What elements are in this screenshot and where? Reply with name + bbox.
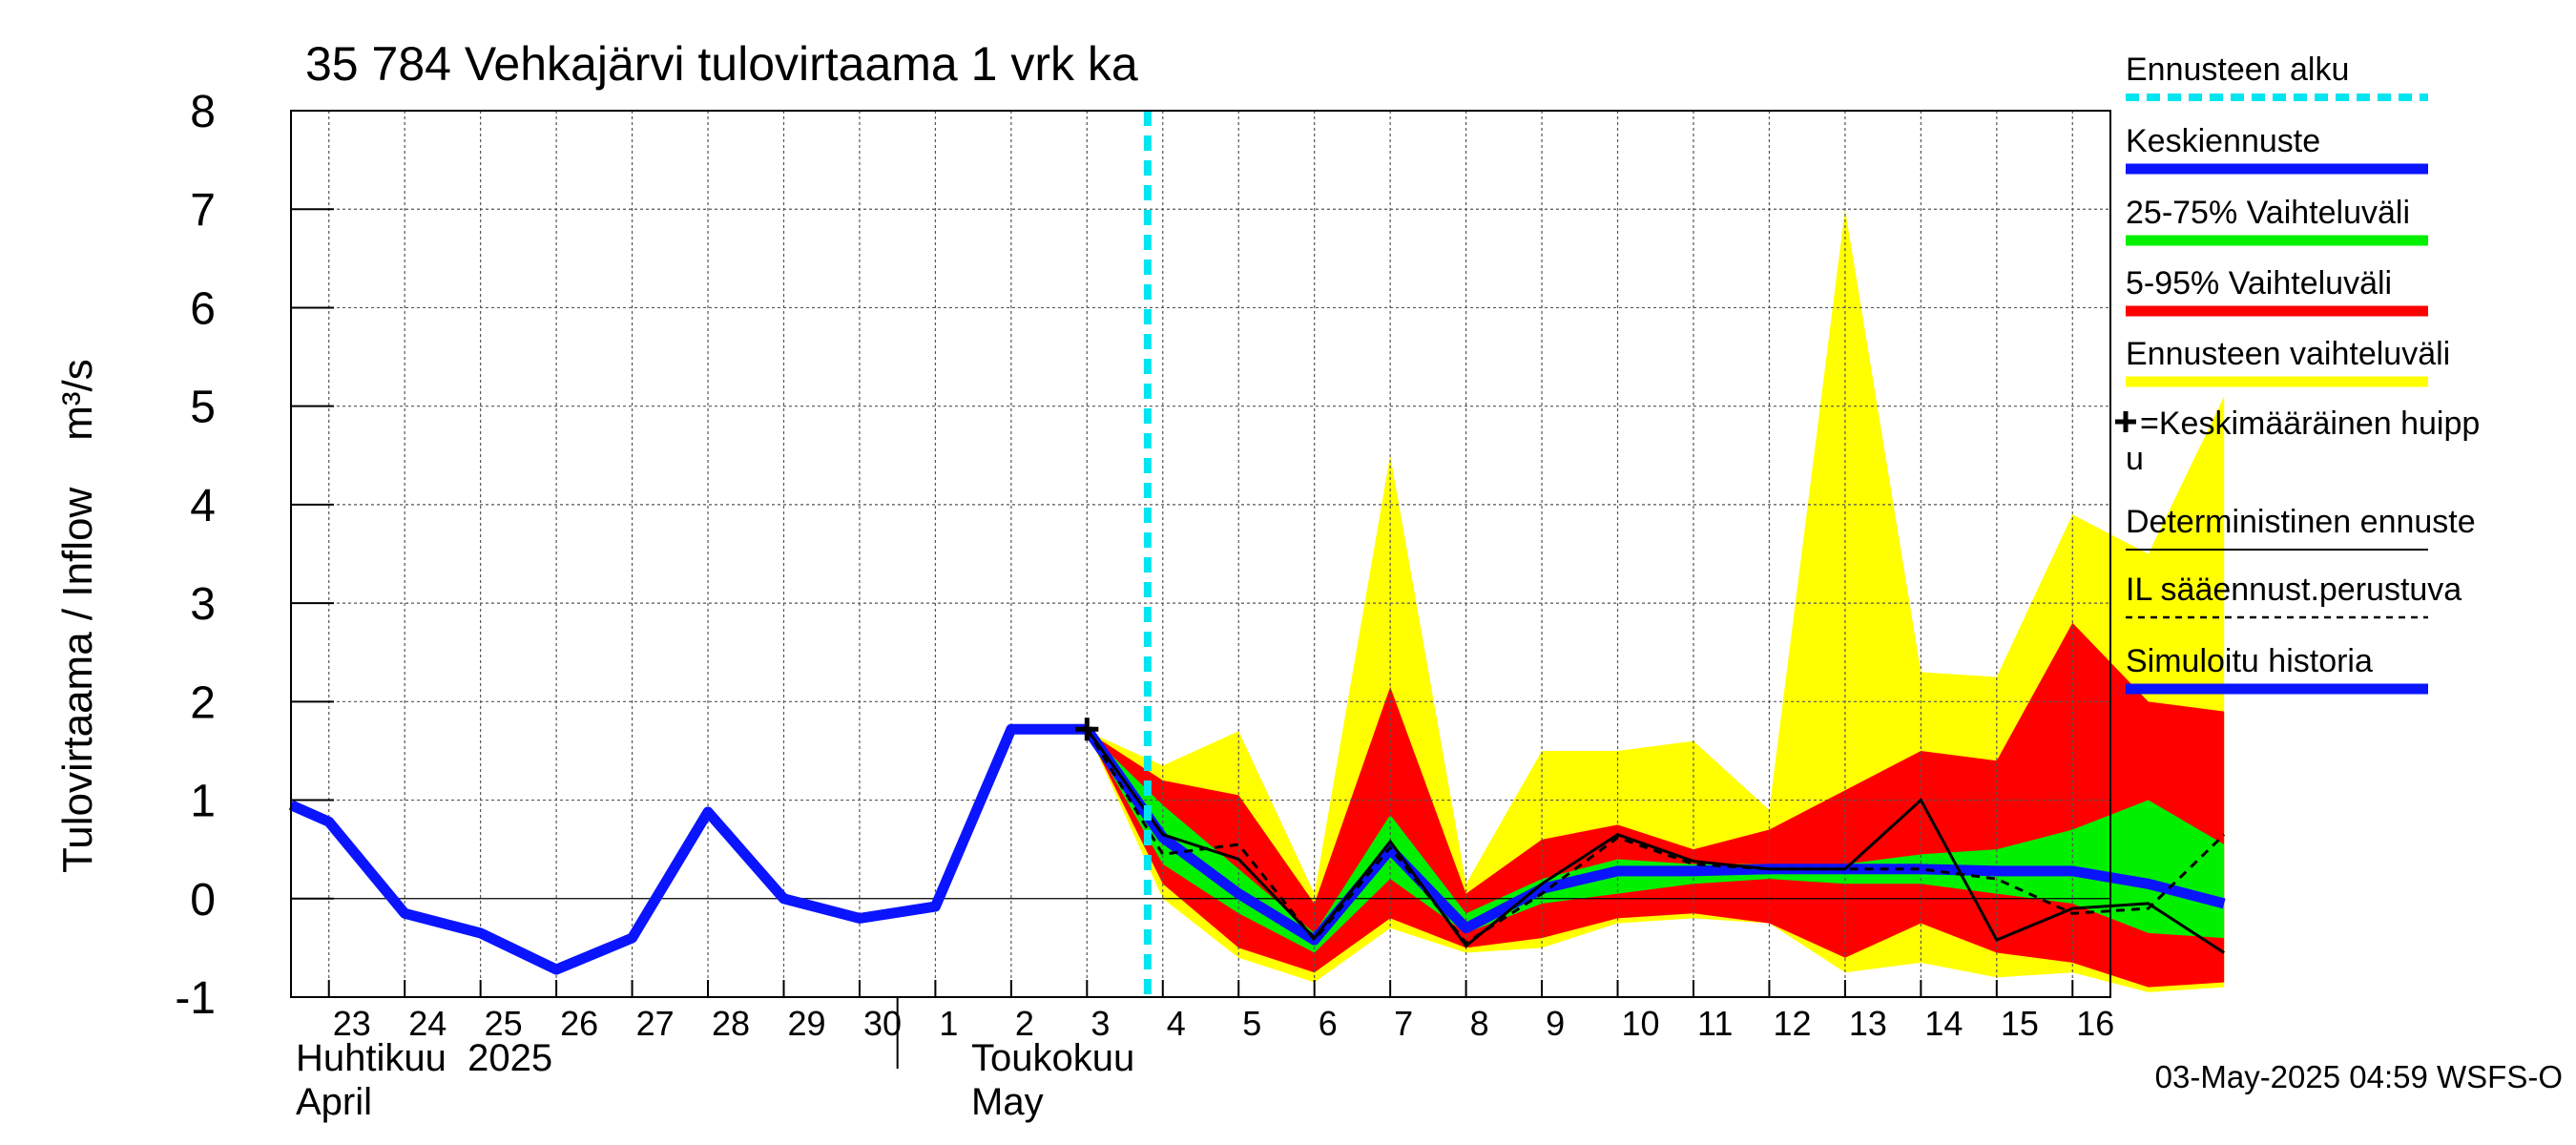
x-tick-label: 12 <box>1773 1004 1811 1043</box>
y-tick-label: 8 <box>190 87 216 137</box>
legend-label: 5-95% Vaihteluväli <box>2126 265 2392 302</box>
plot-frame <box>290 110 2111 998</box>
x-tick-label: 29 <box>787 1004 825 1043</box>
axis-ticks <box>291 110 2074 1069</box>
legend-label: Keskiennuste <box>2126 123 2320 159</box>
month-label-april-fi: Huhtikuu 2025 <box>296 1037 552 1079</box>
band-vaihtelu_25_75 <box>1087 731 2225 953</box>
legend-label: Ennusteen vaihteluväli <box>2126 336 2450 372</box>
legend-item-vaihtelu_25_75: 25-75% Vaihteluväli <box>2126 195 2428 246</box>
x-tick-label: 26 <box>560 1004 598 1043</box>
legend-label: Deterministinen ennuste <box>2126 504 2476 540</box>
series-lines <box>288 111 2226 997</box>
series-deterministinen <box>1086 728 2226 954</box>
y-tick-label: -1 <box>175 973 216 1024</box>
legend-label: Ennusteen alku <box>2126 52 2349 88</box>
legend-item-keskiennuste: Keskiennuste <box>2126 123 2428 175</box>
y-tick-label: 5 <box>190 383 216 433</box>
legend: Ennusteen alku Keskiennuste 25-75% Vaihtel… <box>2115 52 2480 695</box>
x-tick-label: 16 <box>2076 1004 2114 1043</box>
legend-item-vaihtelu_5_95: 5-95% Vaihteluväli <box>2126 265 2428 317</box>
y-tick-label: 0 <box>190 875 216 926</box>
x-tick-label: 7 <box>1394 1004 1413 1043</box>
legend-label: IL sääennust.perustuva <box>2126 572 2462 608</box>
x-tick-label: 4 <box>1167 1004 1186 1043</box>
x-tick-label: 14 <box>1924 1004 1963 1043</box>
x-tick-label: 10 <box>1622 1004 1660 1043</box>
legend-item-deterministinen: Deterministinen ennuste <box>2126 504 2476 551</box>
series-keskiennuste <box>1082 726 2226 946</box>
chart-title: 35 784 Vehkajärvi tulovirtaama 1 vrk ka <box>305 37 1138 91</box>
x-tick-label: 30 <box>863 1004 902 1043</box>
legend-label-wrap: u <box>2126 441 2144 477</box>
y-tick-label: 2 <box>190 677 216 728</box>
month-label-may-en: May <box>971 1081 1044 1123</box>
y-tick-label: 3 <box>190 579 216 630</box>
legend-label: 25-75% Vaihteluväli <box>2126 195 2410 231</box>
x-tick-label: 3 <box>1091 1004 1110 1043</box>
x-tick-label: 24 <box>408 1004 447 1043</box>
y-tick-label: 4 <box>190 481 216 531</box>
series-simuloitu-historia <box>288 723 1088 975</box>
x-tick-label: 8 <box>1470 1004 1489 1043</box>
x-tick-label: 27 <box>636 1004 675 1043</box>
x-tick-label: 25 <box>485 1004 523 1043</box>
x-tick-label: 13 <box>1849 1004 1887 1043</box>
x-tick-label: 1 <box>939 1004 958 1043</box>
x-tick-label: 9 <box>1546 1004 1565 1043</box>
month-label-april-en: April <box>296 1081 372 1123</box>
forecast-bands <box>1087 209 2225 992</box>
peak-marker <box>1075 718 1099 741</box>
x-tick-label: 11 <box>1697 1004 1733 1043</box>
x-tick-label: 5 <box>1242 1004 1261 1043</box>
x-tick-label: 2 <box>1015 1004 1034 1043</box>
legend-label: =Keskimääräinen huipp <box>2140 406 2480 442</box>
footer-timestamp: 03-May-2025 04:59 WSFS-O <box>2155 1059 2563 1094</box>
x-tick-label: 6 <box>1319 1004 1338 1043</box>
y-tick-label: 7 <box>190 185 216 236</box>
legend-item-ennusteen_vaihteluvali: Ennusteen vaihteluväli <box>2126 336 2450 387</box>
x-tick-labels: 23 24 25 26 27 28 29 30 1 2 3 4 5 6 7 8 9 10 11 12 13 14 15 16 <box>333 1004 2115 1043</box>
series-il-saaennuste <box>1086 728 2226 946</box>
legend-item-simuloitu_historia: Simuloitu historia <box>2126 643 2428 695</box>
y-tick-label: 1 <box>190 777 216 827</box>
month-label-may-fi: Toukokuu <box>971 1037 1134 1079</box>
legend-label: Simuloitu historia <box>2126 643 2373 679</box>
legend-item-ennusteen_alku: Ennusteen alku <box>2126 52 2428 101</box>
x-tick-label: 15 <box>2001 1004 2039 1043</box>
y-tick-labels: -1 0 1 2 3 4 5 6 7 8 <box>175 87 216 1024</box>
legend-item-il_saaennuste: IL sääennust.perustuva <box>2126 572 2462 619</box>
x-tick-label: 28 <box>712 1004 750 1043</box>
y-axis-label: Tulovirtaama / Inflow m³/s <box>54 359 101 873</box>
x-tick-label: 23 <box>333 1004 371 1043</box>
y-tick-label: 6 <box>190 283 216 334</box>
